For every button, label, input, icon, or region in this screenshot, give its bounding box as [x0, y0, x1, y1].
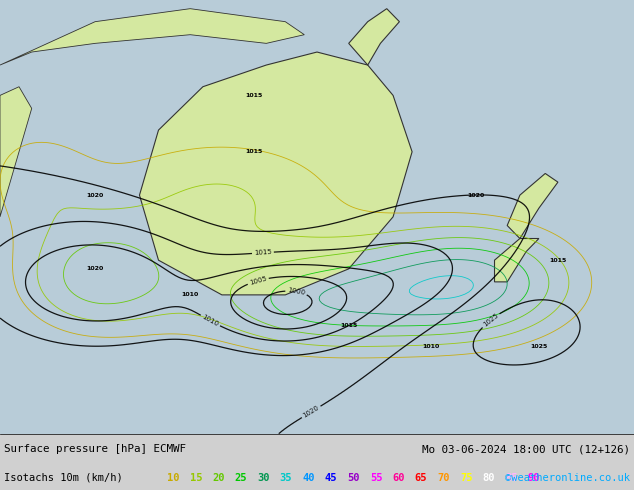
- Text: 1020: 1020: [302, 405, 320, 419]
- Text: 1025: 1025: [482, 312, 500, 328]
- Text: 80: 80: [482, 472, 495, 483]
- Text: 90: 90: [527, 472, 540, 483]
- Polygon shape: [139, 52, 412, 295]
- Text: 1005: 1005: [249, 275, 268, 286]
- Text: Isotachs 10m (km/h): Isotachs 10m (km/h): [4, 472, 123, 483]
- Text: 1010: 1010: [422, 344, 440, 349]
- Text: 70: 70: [437, 472, 450, 483]
- Text: 1015: 1015: [254, 249, 272, 256]
- Text: 30: 30: [257, 472, 269, 483]
- Text: 1015: 1015: [245, 93, 262, 98]
- Text: 45: 45: [325, 472, 337, 483]
- Text: 35: 35: [280, 472, 292, 483]
- Text: 1010: 1010: [201, 314, 219, 328]
- Text: 85: 85: [505, 472, 517, 483]
- Text: 1000: 1000: [287, 287, 306, 296]
- Polygon shape: [0, 9, 304, 65]
- Text: 1015: 1015: [245, 149, 262, 154]
- Text: 60: 60: [392, 472, 404, 483]
- Text: 25: 25: [235, 472, 247, 483]
- Text: 55: 55: [370, 472, 382, 483]
- Polygon shape: [349, 9, 399, 65]
- Text: 1020: 1020: [467, 193, 484, 197]
- Text: 1020: 1020: [86, 193, 104, 197]
- Text: Mo 03-06-2024 18:00 UTC (12+126): Mo 03-06-2024 18:00 UTC (12+126): [422, 444, 630, 454]
- Polygon shape: [495, 239, 539, 282]
- Text: 1020: 1020: [86, 267, 104, 271]
- Text: ©weatheronline.co.uk: ©weatheronline.co.uk: [505, 472, 630, 483]
- Text: 10: 10: [167, 472, 179, 483]
- Text: 65: 65: [415, 472, 427, 483]
- Text: 1015: 1015: [549, 258, 567, 263]
- Text: 1015: 1015: [340, 323, 358, 328]
- Text: 40: 40: [302, 472, 314, 483]
- Polygon shape: [0, 87, 32, 217]
- Text: Surface pressure [hPa] ECMWF: Surface pressure [hPa] ECMWF: [4, 444, 186, 454]
- Text: 50: 50: [347, 472, 359, 483]
- Text: 15: 15: [190, 472, 202, 483]
- Text: 75: 75: [460, 472, 472, 483]
- Text: 1025: 1025: [530, 344, 548, 349]
- Polygon shape: [507, 173, 558, 239]
- Text: 1010: 1010: [181, 293, 199, 297]
- Text: 20: 20: [212, 472, 224, 483]
